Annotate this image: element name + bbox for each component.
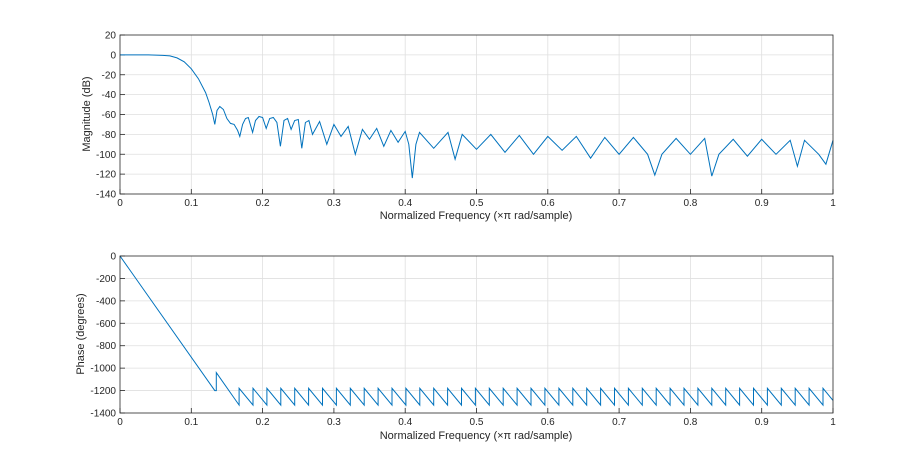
y-tick-label: -40	[102, 90, 117, 101]
magnitude-series-line	[120, 54, 834, 179]
x-tick-label: 0.6	[541, 198, 555, 209]
y-tick-label: -1000	[90, 364, 116, 375]
phase-x-ticks: 0 0.1 0.2 0.3 0.4 0.5 0.6 0.7 0.8 0.9 1	[117, 408, 836, 428]
y-tick-label: 20	[105, 31, 117, 42]
magnitude-y-axis-label: Magnitude (dB)	[81, 76, 93, 151]
y-tick-label: -800	[96, 341, 116, 352]
phase-axes-frame	[119, 255, 834, 414]
magnitude-x-axis-label: Normalized Frequency (×π rad/sample)	[380, 210, 573, 222]
x-tick-label: 0.3	[327, 198, 341, 209]
x-tick-label: 0.3	[327, 417, 341, 428]
phase-y-ticks: 0 -200 -400 -600 -800 -1000 -1200 -1400	[90, 252, 125, 420]
phase-grid	[120, 256, 833, 413]
y-tick-label: -100	[96, 150, 116, 161]
y-tick-label: -400	[96, 296, 116, 307]
y-tick-label: 0	[110, 50, 116, 61]
y-tick-label: -60	[102, 110, 117, 121]
phase-y-axis-label: Phase (degrees)	[75, 293, 87, 374]
x-tick-label: 0.8	[683, 198, 697, 209]
x-tick-label: 0.5	[470, 417, 484, 428]
x-tick-label: 0.4	[398, 198, 412, 209]
x-tick-label: 1	[830, 417, 836, 428]
x-tick-label: 0	[117, 417, 123, 428]
magnitude-y-ticks: 20 0 -20 -40 -60 -80 -100 -120 -140	[96, 31, 125, 201]
x-tick-label: 0.1	[184, 417, 198, 428]
phase-x-axis-label: Normalized Frequency (×π rad/sample)	[380, 430, 573, 442]
x-tick-label: 0.9	[755, 198, 769, 209]
x-tick-label: 0.6	[541, 417, 555, 428]
y-tick-label: -20	[102, 70, 117, 81]
x-tick-label: 0.2	[256, 198, 270, 209]
y-tick-label: -1200	[90, 386, 116, 397]
x-tick-label: 1	[830, 198, 836, 209]
x-tick-label: 0.7	[612, 417, 626, 428]
x-tick-label: 0.8	[683, 417, 697, 428]
x-tick-label: 0	[117, 198, 123, 209]
x-tick-label: 0.4	[398, 417, 412, 428]
y-tick-label: -600	[96, 319, 116, 330]
x-tick-label: 0.7	[612, 198, 626, 209]
x-tick-label: 0.9	[755, 417, 769, 428]
y-tick-label: -1400	[90, 409, 116, 420]
y-tick-label: -80	[102, 130, 117, 141]
magnitude-grid	[120, 35, 833, 194]
magnitude-plot: 0 0.1 0.2 0.3 0.4 0.5 0.6 0.7 0.8 0.9 1 20 0 -20 -40 -…	[81, 31, 836, 223]
phase-plot: 0 0.1 0.2 0.3 0.4 0.5 0.6 0.7 0.8 0.9 1 0 -200 -400 -…	[75, 252, 836, 443]
y-tick-label: 0	[110, 252, 116, 263]
phase-series-line	[119, 255, 834, 407]
x-tick-label: 0.2	[256, 417, 270, 428]
x-tick-label: 0.5	[470, 198, 484, 209]
y-tick-label: -200	[96, 274, 116, 285]
magnitude-x-ticks: 0 0.1 0.2 0.3 0.4 0.5 0.6 0.7 0.8 0.9 1	[117, 189, 836, 209]
x-tick-label: 0.1	[184, 198, 198, 209]
y-tick-label: -140	[96, 190, 116, 201]
y-tick-label: -120	[96, 170, 116, 181]
magnitude-axes-frame	[119, 34, 834, 195]
